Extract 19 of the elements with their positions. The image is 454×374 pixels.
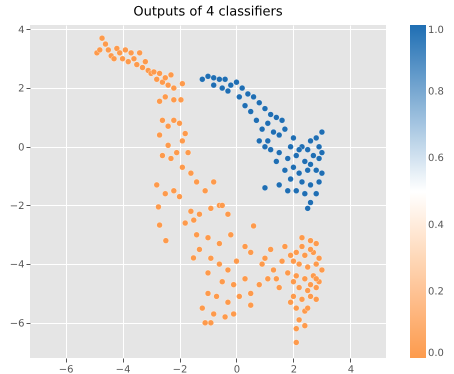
x-tick-label: 0 <box>234 364 240 374</box>
y-tick-label: −6 <box>10 318 24 330</box>
color-bar-label: 0.4 <box>428 220 444 231</box>
x-tick-label: 4 <box>348 364 354 374</box>
y-tick-label: 2 <box>18 84 24 95</box>
x-tick-label: 2 <box>290 364 298 374</box>
color-bar-label: 1.0 <box>428 25 444 36</box>
color-bar-label: 0.0 <box>428 348 444 359</box>
x-tick-label: −4 <box>116 364 130 374</box>
y-tick-label: 0 <box>18 142 24 154</box>
y-tick-label: 4 <box>18 24 24 36</box>
color-bar-label: 0.2 <box>428 286 444 298</box>
y-tick-label: −2 <box>10 200 24 212</box>
x-tick-label: −6 <box>58 364 74 374</box>
chart-title: Outputs of 4 classifiers <box>133 4 283 20</box>
x-tick-label: −2 <box>172 364 188 374</box>
color-bar-label: 0.8 <box>428 86 444 98</box>
color-bar-label: 0.6 <box>428 153 444 164</box>
y-tick-label: −4 <box>10 260 24 271</box>
